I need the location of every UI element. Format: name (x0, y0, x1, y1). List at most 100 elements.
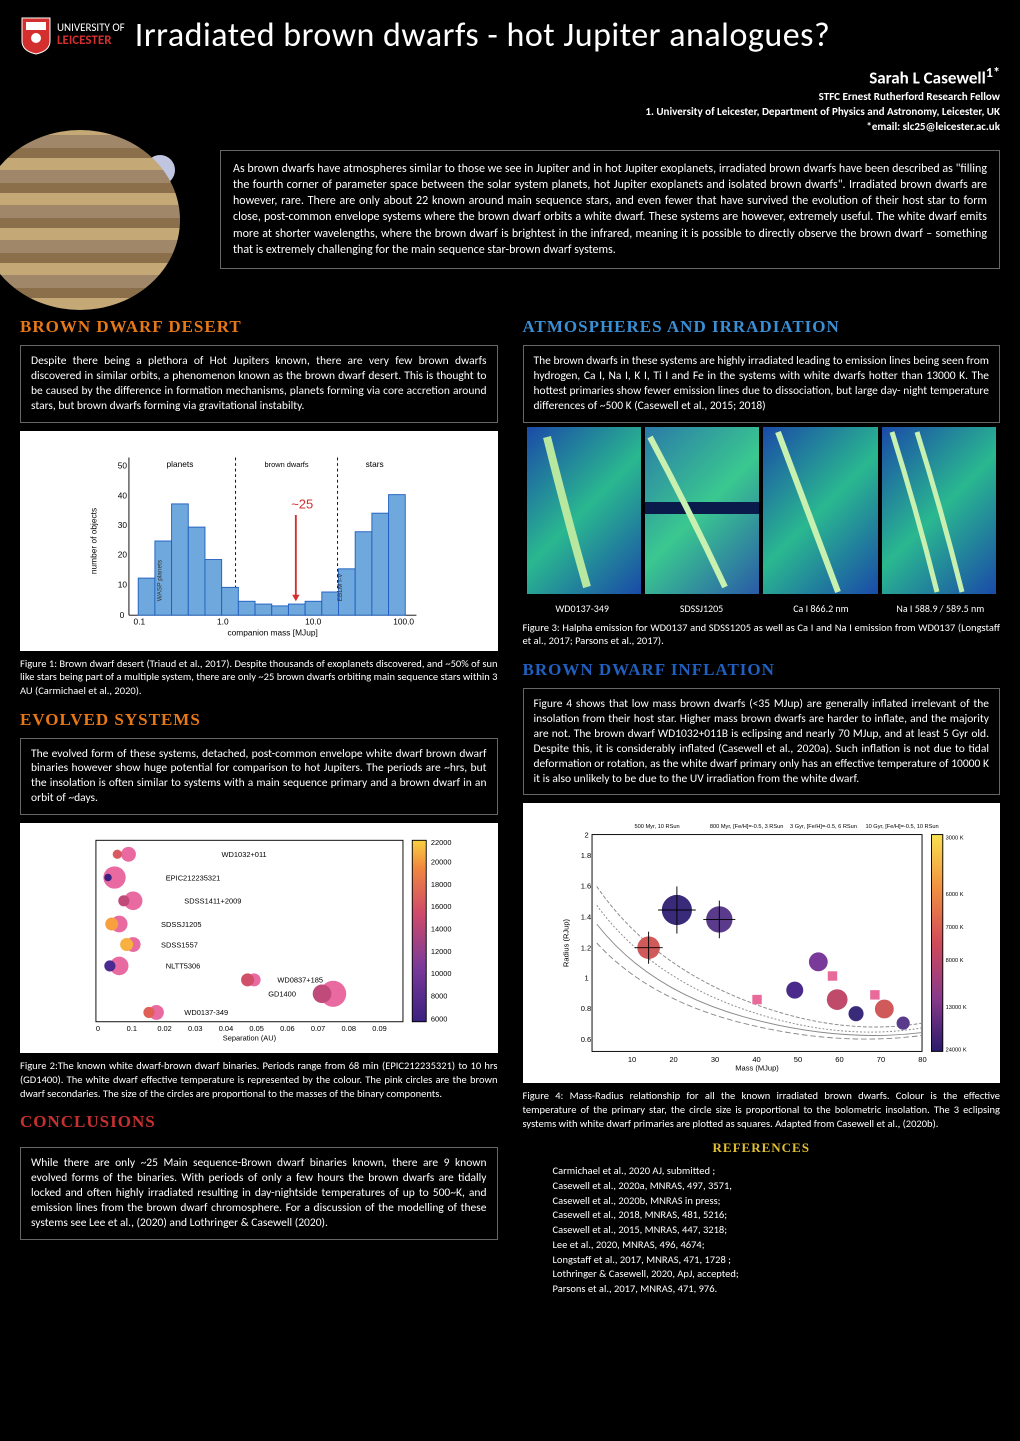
svg-text:16000: 16000 (431, 902, 452, 911)
svg-text:8000: 8000 (431, 992, 448, 1001)
svg-text:10.0: 10.0 (305, 616, 322, 626)
svg-text:40: 40 (752, 1055, 760, 1064)
desert-heading: BROWN DWARF DESERT (20, 317, 498, 337)
left-column: BROWN DWARF DESERT Despite there being a… (20, 305, 498, 1297)
fellowship: STFC Ernest Rutherford Research Fellow (20, 89, 1000, 104)
author-block: Sarah L Casewell1* STFC Ernest Rutherfor… (20, 64, 1000, 135)
svg-text:2: 2 (584, 831, 588, 840)
figure-1-caption: Figure 1: Brown dwarf desert (Triaud et … (20, 657, 498, 698)
svg-text:80: 80 (918, 1055, 926, 1064)
atmos-text: The brown dwarfs in these systems are hi… (523, 345, 1001, 423)
svg-text:0.08: 0.08 (342, 1024, 356, 1033)
svg-text:GD1400: GD1400 (268, 990, 296, 999)
columns: BROWN DWARF DESERT Despite there being a… (20, 305, 1000, 1297)
svg-text:planets: planets (167, 458, 194, 468)
svg-text:stars: stars (366, 458, 384, 468)
svg-text:8000 K: 8000 K (945, 958, 963, 964)
svg-text:0.8: 0.8 (580, 1004, 590, 1013)
figure-2-caption: Figure 2:The known white dwarf-brown dwa… (20, 1059, 498, 1100)
inflation-text: Figure 4 shows that low mass brown dwarf… (523, 688, 1001, 796)
right-column: ATMOSPHERES AND IRRADIATION The brown dw… (523, 305, 1001, 1297)
figure-3-labels: WD0137-349 SDSSJ1205 Ca I 866.2 nm Na I … (523, 602, 1001, 615)
figure-4-caption: Figure 4: Mass-Radius relationship for a… (523, 1089, 1001, 1130)
svg-text:SDSSJ1205: SDSSJ1205 (161, 920, 202, 929)
svg-text:100.0: 100.0 (393, 616, 414, 626)
svg-text:SDSS1411+2009: SDSS1411+2009 (184, 897, 241, 906)
email: *email: slc25@leicester.ac.uk (20, 119, 1000, 134)
svg-text:0.6: 0.6 (580, 1035, 590, 1044)
references-list: Carmichael et al., 2020 AJ, submitted ; … (523, 1164, 1001, 1296)
svg-text:1.4: 1.4 (580, 913, 590, 922)
evolved-heading: EVOLVED SYSTEMS (20, 710, 498, 730)
svg-text:EBLM I-V: EBLM I-V (337, 572, 344, 600)
svg-text:6000 K: 6000 K (945, 892, 963, 898)
svg-text:NLTT5306: NLTT5306 (166, 962, 201, 971)
svg-text:3000 K: 3000 K (945, 836, 963, 842)
svg-text:14000: 14000 (431, 925, 452, 934)
svg-text:EPIC212235321: EPIC212235321 (166, 874, 221, 883)
university-name: LEICESTER (57, 34, 125, 48)
svg-text:0.07: 0.07 (311, 1024, 325, 1033)
svg-text:0.04: 0.04 (219, 1024, 233, 1033)
svg-text:0: 0 (96, 1024, 100, 1033)
svg-text:10: 10 (627, 1055, 635, 1064)
svg-text:24000 K: 24000 K (945, 1048, 966, 1054)
svg-text:20: 20 (118, 549, 128, 559)
evolved-text: The evolved form of these systems, detac… (20, 738, 498, 816)
figure-3-caption: Figure 3: Halpha emission for WD0137 and… (523, 621, 1001, 648)
figure-3 (523, 423, 1001, 598)
references-heading: REFERENCES (523, 1140, 1001, 1156)
svg-text:3 Gyr, [Fe/H]=-0.5, 6 RSun: 3 Gyr, [Fe/H]=-0.5, 6 RSun (790, 824, 857, 830)
svg-text:12000: 12000 (431, 947, 452, 956)
svg-text:~25: ~25 (291, 496, 313, 511)
planet-image (20, 150, 200, 290)
svg-text:Mass (MJup): Mass (MJup) (735, 1064, 779, 1073)
svg-text:60: 60 (835, 1055, 843, 1064)
figure-2: Separation (AU) 00.10.02 0.030.040.05 0.… (20, 823, 498, 1053)
svg-text:number of objects: number of objects (88, 507, 98, 573)
svg-text:22000: 22000 (431, 838, 452, 847)
svg-text:18000: 18000 (431, 880, 452, 889)
svg-text:13000 K: 13000 K (945, 1005, 966, 1011)
svg-text:0.06: 0.06 (280, 1024, 294, 1033)
svg-text:0.1: 0.1 (134, 616, 146, 626)
abstract-box: As brown dwarfs have atmospheres similar… (220, 150, 1000, 269)
header: UNIVERSITY OF LEICESTER Irradiated brown… (20, 15, 1000, 135)
svg-text:WASP planets: WASP planets (156, 559, 163, 601)
svg-text:10 Gyr, [Fe/H]=-0.5, 10 RSun: 10 Gyr, [Fe/H]=-0.5, 10 RSun (865, 824, 938, 830)
title-row: UNIVERSITY OF LEICESTER Irradiated brown… (20, 15, 1000, 56)
svg-text:WD0137-349: WD0137-349 (184, 1008, 228, 1017)
svg-text:70: 70 (876, 1055, 884, 1064)
atmos-heading: ATMOSPHERES AND IRRADIATION (523, 317, 1001, 337)
svg-text:0.05: 0.05 (249, 1024, 263, 1033)
figure-1: number of objects companion mass [MJup] … (20, 431, 498, 651)
svg-text:0.09: 0.09 (372, 1024, 386, 1033)
svg-text:brown dwarfs: brown dwarfs (265, 459, 309, 468)
svg-text:30: 30 (118, 520, 128, 530)
svg-text:Separation (AU): Separation (AU) (223, 1034, 277, 1043)
svg-text:1.8: 1.8 (580, 852, 590, 861)
university-text: UNIVERSITY OF LEICESTER (57, 22, 125, 48)
svg-text:10000: 10000 (431, 969, 452, 978)
svg-text:40: 40 (118, 490, 128, 500)
svg-text:6000: 6000 (431, 1015, 448, 1024)
poster-title: Irradiated brown dwarfs - hot Jupiter an… (135, 15, 830, 56)
svg-text:20: 20 (669, 1055, 677, 1064)
svg-text:7000 K: 7000 K (945, 925, 963, 931)
desert-text: Despite there being a plethora of Hot Ju… (20, 345, 498, 423)
svg-text:SDSS1557: SDSS1557 (161, 941, 198, 950)
svg-text:0.02: 0.02 (157, 1024, 171, 1033)
svg-text:10: 10 (118, 579, 128, 589)
svg-text:Radius (RJup): Radius (RJup) (561, 919, 570, 968)
intro-row: As brown dwarfs have atmospheres similar… (20, 150, 1000, 290)
svg-text:companion mass [MJup]: companion mass [MJup] (228, 627, 318, 637)
svg-text:0.1: 0.1 (127, 1024, 137, 1033)
svg-text:1.2: 1.2 (580, 944, 590, 953)
svg-text:0: 0 (120, 610, 125, 620)
svg-text:1.6: 1.6 (580, 882, 590, 891)
svg-text:20000: 20000 (431, 858, 452, 867)
conclusions-text: While there are only ~25 Main sequence-B… (20, 1147, 498, 1240)
university-logo: UNIVERSITY OF LEICESTER (20, 16, 125, 56)
svg-text:800 Myr, [Fe/H]=-0.5, 3 RSun: 800 Myr, [Fe/H]=-0.5, 3 RSun (709, 824, 783, 830)
svg-text:50: 50 (118, 460, 128, 470)
